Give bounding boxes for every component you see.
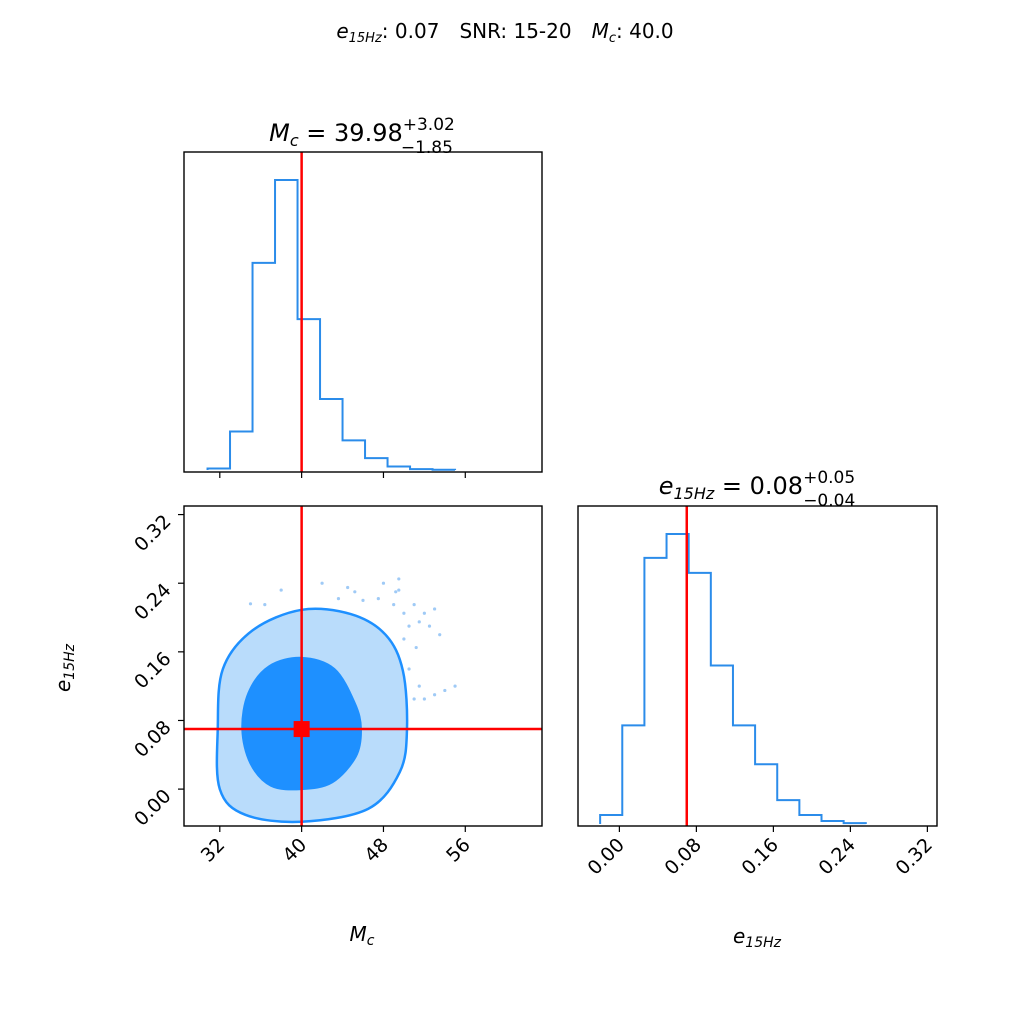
- mc-histogram-bin: [275, 180, 298, 470]
- e15hz-histogram-bin: [711, 666, 733, 824]
- scatter-point: [397, 577, 401, 581]
- scatter-point: [412, 603, 416, 607]
- mc-histogram-bin: [343, 440, 366, 470]
- scatter-point: [361, 598, 365, 602]
- x-axis-label-e15hz: e15Hz: [733, 924, 782, 951]
- scatter-point: [427, 624, 432, 628]
- scatter-point: [422, 611, 426, 615]
- y-axis-label-e15hz: e15Hz: [51, 643, 78, 692]
- scatter-point: [353, 590, 357, 594]
- scatter-point: [279, 588, 283, 592]
- scatter-point: [376, 597, 380, 601]
- e15hz-histogram-panel: e15Hz = 0.08+0.05 −0.04: [577, 468, 938, 827]
- e15hz-posterior-title: e15Hz = 0.08+0.05 −0.04: [659, 468, 856, 511]
- scatter-point: [438, 633, 442, 637]
- scatter-point: [397, 588, 401, 592]
- scatter-point: [414, 645, 418, 650]
- figure-suptitle: e15Hz: 0.07 SNR: 15-20 Mc: 40.0: [336, 19, 673, 46]
- scatter-point: [394, 590, 398, 594]
- scatter-point: [412, 697, 416, 701]
- joint-xtick-label: 56: [442, 834, 475, 867]
- scatter-point: [417, 620, 421, 624]
- mc-histogram-bin: [208, 469, 231, 470]
- joint-xtick-label: 32: [197, 834, 230, 867]
- scatter-point: [248, 602, 253, 606]
- e15hz-histogram-bin: [844, 823, 866, 824]
- e15hz-histogram-bin: [733, 725, 755, 824]
- mc-histogram-frame: [183, 151, 543, 473]
- mc-histogram-panel: Mc = 39.98+3.02 −1.85: [183, 115, 543, 473]
- e15hz-histogram-bin: [689, 573, 711, 824]
- scatter-point: [346, 585, 350, 590]
- scatter-point: [402, 637, 406, 641]
- e15hz-xtick-label: 0.24: [814, 834, 859, 879]
- scatter-point: [320, 581, 324, 585]
- mc-histogram-bin: [365, 458, 388, 470]
- e15hz-histogram-bin: [777, 800, 799, 824]
- scatter-point: [407, 667, 411, 671]
- e15hz-xtick-label: 0.32: [891, 834, 936, 879]
- joint-xtick-label: 48: [360, 834, 393, 867]
- joint-contour-panel: Mc e15Hz: [51, 505, 543, 949]
- x-axis-label-mc: Mc: [350, 922, 375, 949]
- e15hz-xtick-label: 0.16: [737, 834, 782, 879]
- scatter-point: [443, 688, 447, 693]
- scatter-point: [422, 697, 426, 701]
- e15hz-histogram-bin: [822, 821, 844, 824]
- mc-histogram-step: [206, 179, 457, 471]
- joint-truth-marker: [293, 721, 310, 738]
- joint-xtick-label: 40: [279, 834, 312, 867]
- joint-ytick-label: 0.16: [130, 648, 175, 693]
- mc-histogram-bin: [388, 466, 411, 470]
- scatter-point: [402, 611, 406, 615]
- joint-ytick-label: 0.08: [130, 716, 175, 761]
- scatter-point: [392, 603, 396, 607]
- scatter-point: [433, 607, 437, 611]
- scatter-point: [407, 624, 411, 628]
- scatter-point: [433, 693, 437, 697]
- e15hz-xtick-label: 0.00: [583, 834, 628, 879]
- mc-histogram-bin: [410, 469, 433, 470]
- joint-contour-frame: [183, 505, 543, 827]
- joint-ytick-label: 0.32: [130, 511, 175, 556]
- e15hz-histogram-bin: [622, 725, 644, 824]
- scatter-point: [453, 684, 457, 688]
- e15hz-histogram-bin: [644, 558, 666, 824]
- e15hz-histogram-bin: [600, 815, 622, 824]
- scatter-point: [336, 597, 341, 601]
- joint-ytick-label: 0.24: [130, 579, 175, 624]
- e15hz-histogram-bin: [667, 534, 689, 824]
- mc-histogram-bin: [253, 263, 276, 470]
- mc-histogram-bin: [320, 399, 343, 470]
- scatter-point: [417, 684, 421, 688]
- mc-posterior-title: Mc = 39.98+3.02 −1.85: [269, 115, 455, 158]
- e15hz-histogram-bin: [799, 815, 821, 824]
- scatter-point: [263, 603, 267, 607]
- e15hz-histogram-frame: [577, 505, 938, 827]
- joint-ytick-label: 0.00: [130, 785, 175, 830]
- e15hz-histogram-step: [599, 533, 867, 825]
- scatter-point: [381, 581, 386, 585]
- e15hz-xtick-label: 0.08: [660, 834, 705, 879]
- e15hz-histogram-bin: [755, 764, 777, 824]
- mc-histogram-bin: [230, 432, 253, 470]
